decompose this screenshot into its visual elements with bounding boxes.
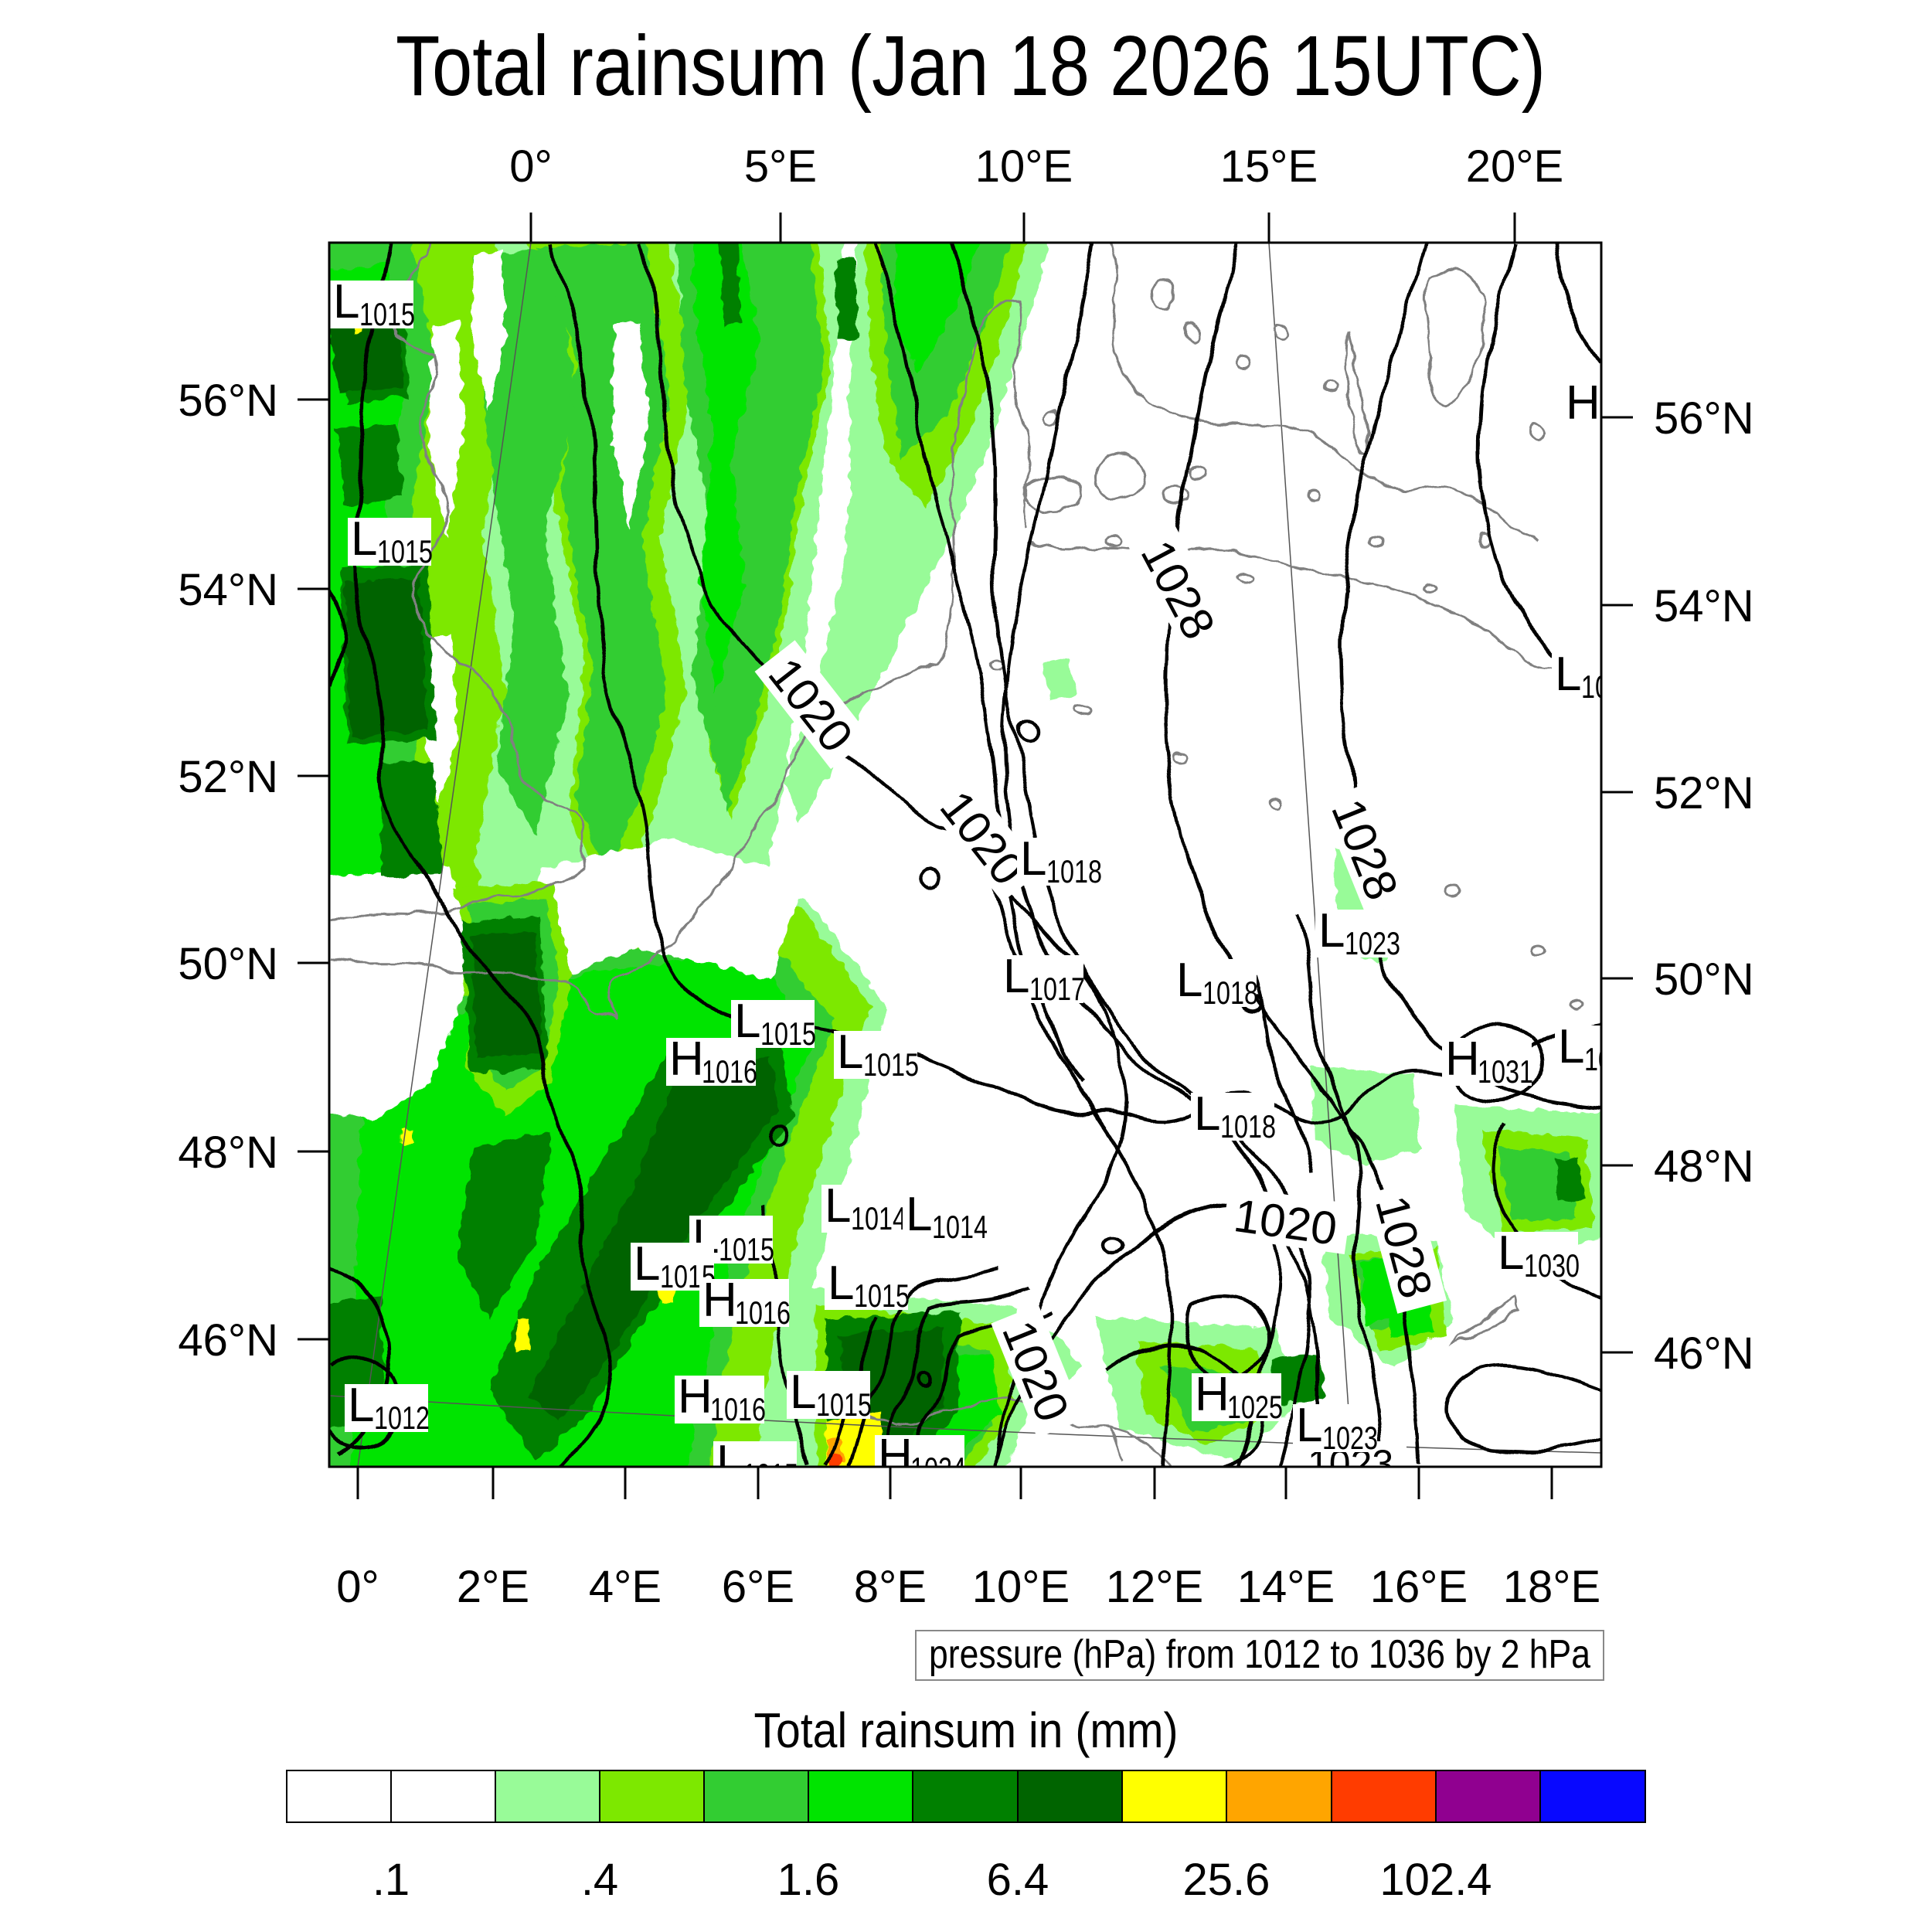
svg-text:H: H xyxy=(702,1274,737,1327)
svg-text:6.4: 6.4 xyxy=(987,1855,1049,1905)
svg-text:8°E: 8°E xyxy=(854,1562,927,1612)
svg-text:H: H xyxy=(669,1032,704,1086)
svg-text:H: H xyxy=(1445,1032,1480,1086)
svg-text:1025: 1025 xyxy=(1227,1389,1283,1425)
svg-text:1015: 1015 xyxy=(377,533,433,570)
svg-text:52°N: 52°N xyxy=(1654,768,1754,818)
svg-text:pressure (hPa) from 1012 to 10: pressure (hPa) from 1012 to 1036 by 2 hP… xyxy=(929,1632,1590,1677)
svg-text:50°N: 50°N xyxy=(178,939,278,989)
svg-text:1023: 1023 xyxy=(1322,1420,1378,1456)
svg-text:1017: 1017 xyxy=(1029,971,1085,1007)
svg-text:12°E: 12°E xyxy=(1106,1562,1203,1612)
svg-text:L: L xyxy=(348,1379,374,1432)
svg-text:.1: .1 xyxy=(372,1855,410,1905)
svg-text:L: L xyxy=(1498,1226,1524,1280)
svg-text:L: L xyxy=(825,1179,851,1233)
svg-text:.4: .4 xyxy=(581,1855,618,1905)
svg-text:1014: 1014 xyxy=(851,1200,906,1236)
svg-text:1012: 1012 xyxy=(374,1400,430,1436)
svg-text:46°N: 46°N xyxy=(178,1315,278,1366)
svg-text:16°E: 16°E xyxy=(1370,1562,1468,1612)
svg-text:L: L xyxy=(1003,950,1029,1003)
svg-text:56°N: 56°N xyxy=(178,376,278,426)
svg-text:L: L xyxy=(716,1436,743,1489)
svg-text:102.4: 102.4 xyxy=(1379,1855,1492,1905)
svg-text:L: L xyxy=(1555,648,1581,701)
svg-text:1024: 1024 xyxy=(910,1451,966,1487)
svg-text:0°: 0° xyxy=(509,141,552,192)
svg-text:Total rainsum in (mm): Total rainsum in (mm) xyxy=(754,1702,1179,1758)
svg-text:2°E: 2°E xyxy=(457,1562,529,1612)
svg-text:1015: 1015 xyxy=(359,296,415,332)
svg-text:1030: 1030 xyxy=(1584,1041,1640,1077)
svg-text:54°N: 54°N xyxy=(1654,581,1754,631)
svg-text:1015: 1015 xyxy=(816,1386,872,1423)
svg-text:1023: 1023 xyxy=(1345,925,1400,961)
svg-text:1014: 1014 xyxy=(932,1209,988,1245)
svg-text:15°E: 15°E xyxy=(1220,141,1318,192)
svg-text:10°E: 10°E xyxy=(972,1562,1070,1612)
svg-text:48°N: 48°N xyxy=(178,1128,278,1178)
svg-text:L: L xyxy=(734,995,760,1048)
svg-text:L: L xyxy=(1558,1020,1584,1073)
svg-text:4°E: 4°E xyxy=(589,1562,662,1612)
svg-text:6°E: 6°E xyxy=(722,1562,794,1612)
svg-text:L: L xyxy=(837,1026,863,1079)
svg-text:1030: 1030 xyxy=(1524,1247,1580,1284)
svg-text:1015: 1015 xyxy=(863,1046,919,1083)
svg-text:1015: 1015 xyxy=(719,1231,774,1267)
svg-text:H: H xyxy=(878,1430,913,1483)
svg-text:H: H xyxy=(678,1370,713,1423)
svg-text:1016: 1016 xyxy=(702,1053,757,1090)
svg-text:1016: 1016 xyxy=(710,1391,766,1427)
svg-text:H: H xyxy=(1566,376,1600,430)
svg-text:1018: 1018 xyxy=(1046,853,1102,889)
svg-text:L: L xyxy=(1296,1399,1322,1452)
svg-text:25.6: 25.6 xyxy=(1183,1855,1270,1905)
svg-text:18°E: 18°E xyxy=(1503,1562,1600,1612)
svg-text:1.6: 1.6 xyxy=(777,1855,840,1905)
svg-text:L: L xyxy=(1318,904,1345,957)
svg-text:L: L xyxy=(1020,832,1046,886)
svg-text:Total rainsum (Jan 18 2026 15U: Total rainsum (Jan 18 2026 15UTC) xyxy=(396,19,1546,114)
svg-text:L: L xyxy=(906,1188,932,1241)
svg-text:1018: 1018 xyxy=(1220,1108,1276,1145)
svg-text:20°E: 20°E xyxy=(1466,141,1563,192)
svg-text:1015: 1015 xyxy=(854,1277,910,1314)
svg-text:1015: 1015 xyxy=(743,1457,798,1493)
svg-text:56°N: 56°N xyxy=(1654,393,1754,444)
svg-text:L: L xyxy=(1194,1087,1220,1141)
svg-text:10°E: 10°E xyxy=(975,141,1073,192)
svg-text:L: L xyxy=(634,1237,660,1291)
svg-text:1031: 1031 xyxy=(1581,668,1637,705)
svg-text:L: L xyxy=(828,1257,854,1310)
svg-text:54°N: 54°N xyxy=(178,565,278,615)
svg-text:48°N: 48°N xyxy=(1654,1141,1754,1192)
svg-text:46°N: 46°N xyxy=(1654,1328,1754,1379)
svg-text:1018: 1018 xyxy=(1202,975,1258,1011)
svg-text:L: L xyxy=(1176,954,1202,1007)
svg-text:H: H xyxy=(1195,1368,1230,1421)
svg-text:L: L xyxy=(333,275,359,328)
svg-text:1015: 1015 xyxy=(760,1015,816,1052)
svg-text:1031: 1031 xyxy=(1478,1053,1533,1090)
svg-text:L: L xyxy=(790,1366,816,1419)
svg-text:14°E: 14°E xyxy=(1237,1562,1335,1612)
svg-text:52°N: 52°N xyxy=(178,752,278,802)
svg-text:50°N: 50°N xyxy=(1654,954,1754,1005)
svg-text:1016: 1016 xyxy=(735,1294,791,1331)
svg-text:0°: 0° xyxy=(336,1562,379,1612)
svg-text:L: L xyxy=(351,512,377,566)
svg-text:5°E: 5°E xyxy=(744,141,817,192)
